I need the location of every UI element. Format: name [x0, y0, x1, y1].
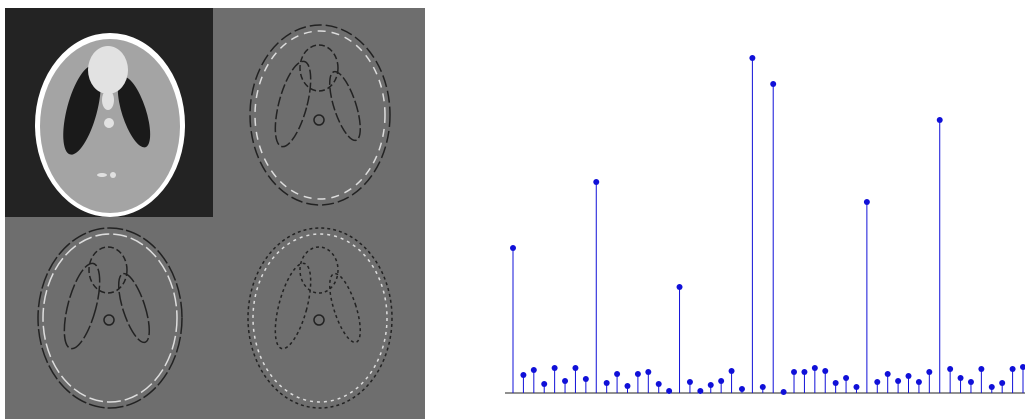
stem-marker [604, 380, 610, 386]
stem-marker [624, 383, 630, 389]
stem-marker [562, 378, 568, 384]
stem-marker [708, 382, 714, 388]
stem-marker [541, 381, 547, 387]
stem-marker [666, 388, 672, 394]
stem-marker [864, 199, 870, 205]
stem-marker [645, 369, 651, 375]
stem-marker [510, 245, 516, 251]
stem-marker [853, 384, 859, 390]
stem-marker [520, 372, 526, 378]
stem-marker [791, 369, 797, 375]
stem-marker [656, 381, 662, 387]
stem-marker [614, 371, 620, 377]
stem-marker [833, 380, 839, 386]
stem-marker [1010, 366, 1016, 372]
stem-marker [906, 373, 912, 379]
stem-marker [572, 365, 578, 371]
stem-marker [822, 368, 828, 374]
stem-marker [916, 379, 922, 385]
stem-marker [958, 375, 964, 381]
stem-marker [801, 369, 807, 375]
stem-marker [531, 367, 537, 373]
stem-marker [843, 375, 849, 381]
stem-marker [697, 388, 703, 394]
stem-marker [926, 369, 932, 375]
stem-marker [947, 366, 953, 372]
stem-marker [593, 179, 599, 185]
stem-marker [687, 379, 693, 385]
stem-marker [989, 384, 995, 390]
stem-marker [583, 376, 589, 382]
stem-plot [505, 55, 1025, 395]
stem-marker [729, 368, 735, 374]
stem-marker [552, 365, 558, 371]
figure [0, 0, 1025, 419]
stem-marker [978, 366, 984, 372]
stem-marker [781, 389, 787, 395]
stem-marker [895, 378, 901, 384]
stem-marker [739, 386, 745, 392]
stem-marker [635, 371, 641, 377]
stem-marker [677, 284, 683, 290]
stem-marker [770, 81, 776, 87]
stem-marker [999, 380, 1005, 386]
stem-marker [968, 379, 974, 385]
stem-marker [760, 384, 766, 390]
stem-marker [812, 365, 818, 371]
stem-marker [749, 55, 755, 61]
phantom [35, 33, 185, 217]
stem-marker [937, 117, 943, 123]
stem-marker [1020, 364, 1025, 370]
wavelet-image [5, 8, 425, 419]
stem-marker [885, 371, 891, 377]
stem-marker [874, 379, 880, 385]
stem-marker [718, 378, 724, 384]
